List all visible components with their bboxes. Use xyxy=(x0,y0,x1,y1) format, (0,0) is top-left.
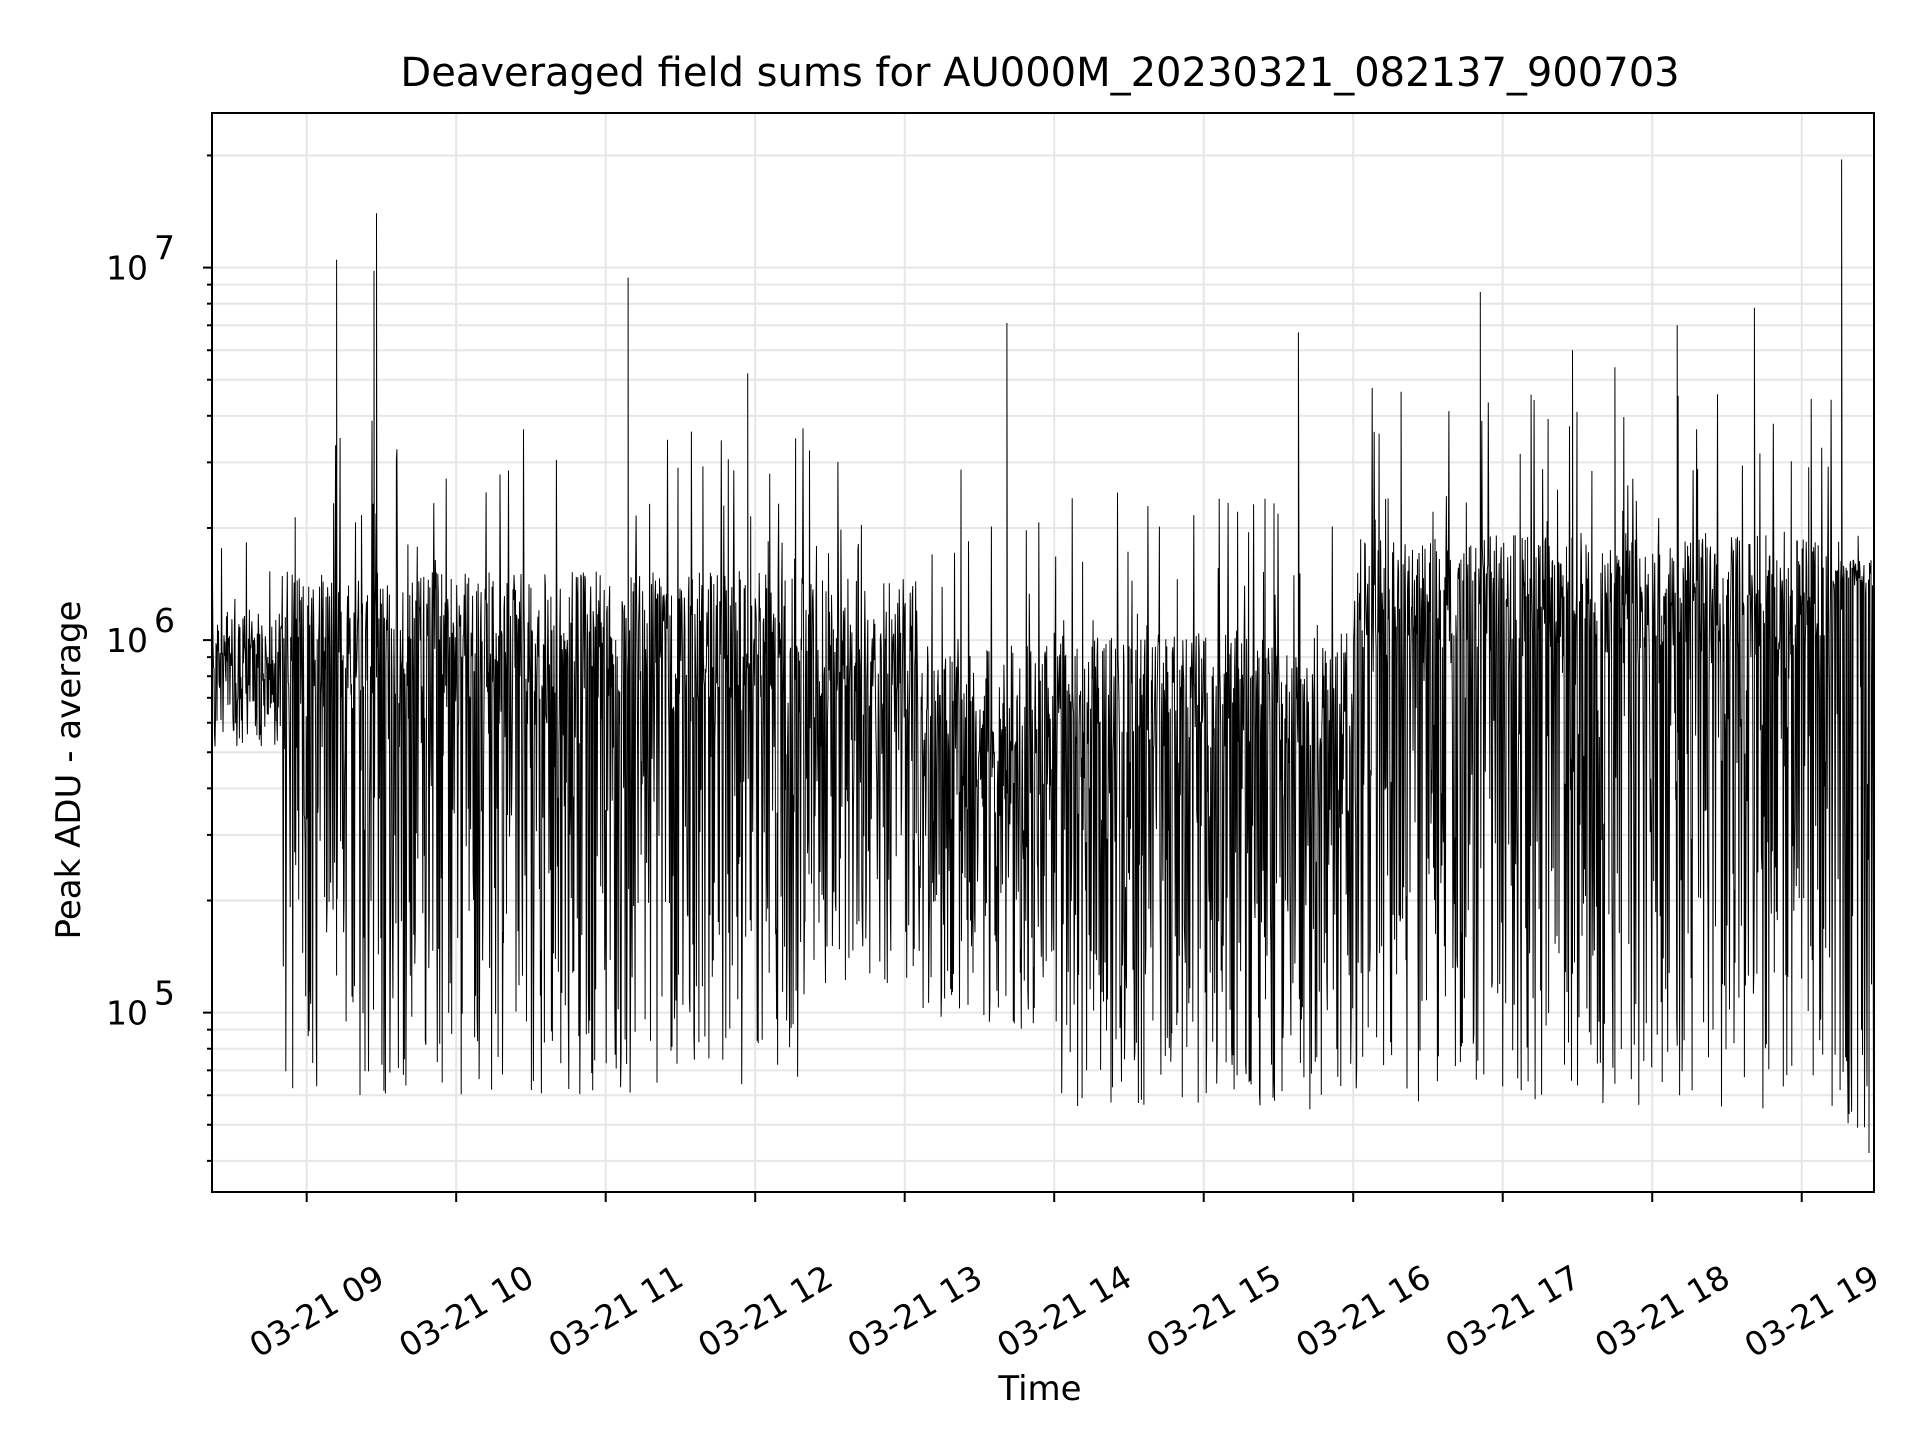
y-tick-label: 10 xyxy=(106,249,148,288)
plot-frame xyxy=(211,112,1875,1193)
y-tick-label-exponent: 6 xyxy=(154,601,175,640)
y-tick-label-base: 10 xyxy=(106,994,148,1033)
y-tick-label-base: 10 xyxy=(106,621,148,660)
series-path xyxy=(211,159,1874,1154)
y-tick-label-exponent: 7 xyxy=(154,229,175,268)
y-axis-label: Peak ADU - average xyxy=(49,601,89,940)
y-tick-label-exponent: 5 xyxy=(154,974,175,1013)
x-axis-label: Time xyxy=(997,1369,1081,1409)
series-line xyxy=(211,159,1874,1154)
y-tick-label-base: 10 xyxy=(106,249,148,288)
y-tick-label: 10 xyxy=(106,994,148,1033)
y-tick-label: 10 xyxy=(106,621,148,660)
chart-title: Deaveraged field sums for AU000M_2023032… xyxy=(400,50,1679,96)
